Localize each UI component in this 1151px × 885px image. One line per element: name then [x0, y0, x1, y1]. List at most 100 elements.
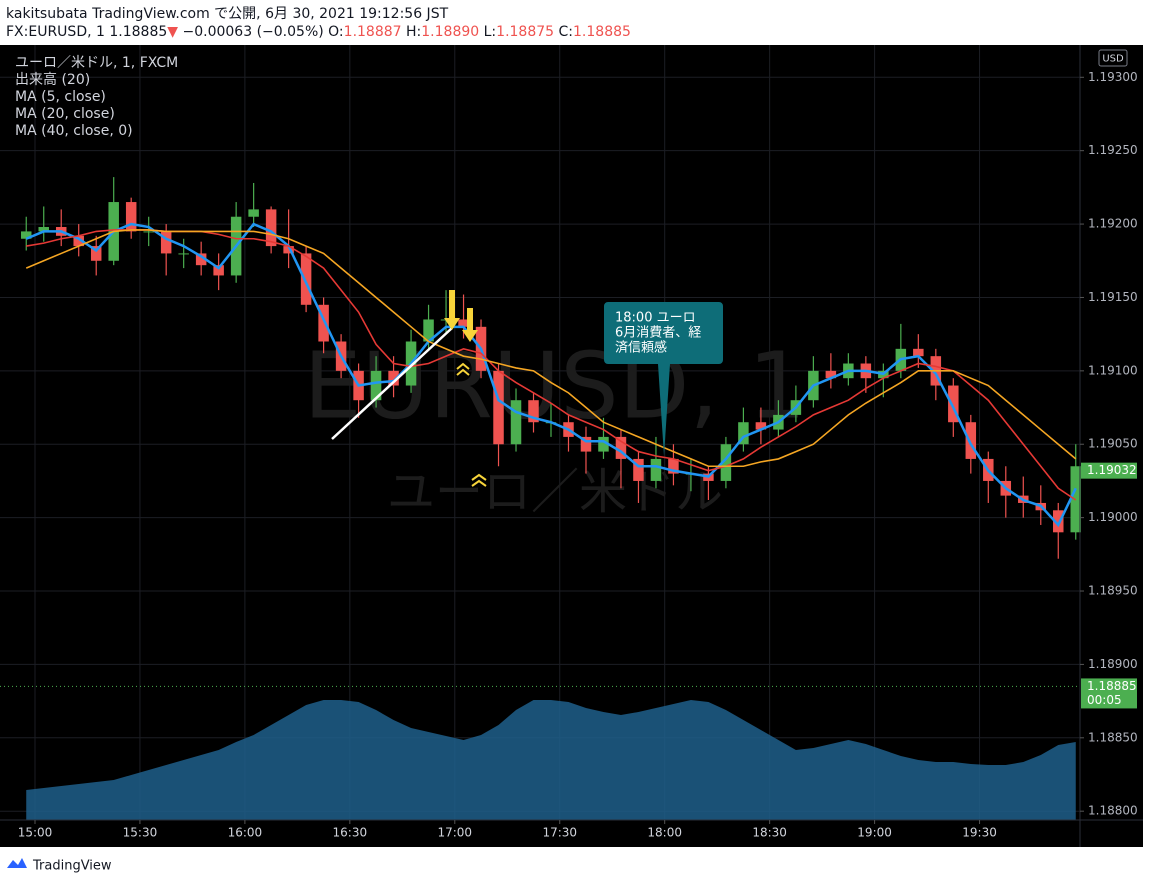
y-tick-label: 1.19150 [1088, 290, 1138, 304]
candle-body [493, 370, 504, 445]
candle-body [388, 370, 399, 386]
ohlc: O:1.18887 H:1.18890 L:1.18875 C:1.18885 [328, 24, 631, 40]
y-tick-label: 1.19000 [1088, 510, 1138, 524]
candle-body [283, 246, 294, 254]
x-tick-label: 19:00 [857, 826, 892, 840]
y-tick-label: 1.19050 [1088, 437, 1138, 451]
candle-body [1053, 510, 1064, 533]
candle-body [370, 370, 382, 401]
chevrons [456, 362, 487, 487]
quote-line: FX:EURUSD, 1 1.18885▼ −0.00063 (−0.05%) … [6, 23, 631, 41]
candle-body [913, 348, 924, 357]
y-tick-label: 1.18950 [1088, 584, 1138, 598]
y-tick-label: 1.19250 [1088, 143, 1138, 157]
footer-brand: TradingView [32, 859, 112, 874]
candle-body [195, 253, 207, 266]
x-tick-label: 16:30 [333, 826, 368, 840]
candle-body [38, 227, 49, 232]
ohlc-label: C: [558, 24, 574, 40]
x-tick-label: 15:00 [18, 826, 53, 840]
callout-text: 6月消費者、経 [615, 326, 701, 341]
callout-text: 18:00 ユーロ [615, 311, 696, 326]
ma-line [25, 222, 1077, 528]
down-arrow-marker [462, 308, 478, 342]
candle-body [528, 400, 539, 423]
candle-body [20, 231, 32, 239]
y-tick-label: 1.18900 [1088, 657, 1138, 671]
candle-body [300, 253, 312, 305]
candle-body [948, 385, 959, 423]
logo-mark [7, 858, 27, 868]
trend-line [331, 327, 453, 440]
ma-price-label: 1.19032 [1087, 463, 1137, 477]
ma-price-badge [1081, 462, 1137, 479]
y-tick-label: 1.19300 [1088, 70, 1138, 84]
symbol: FX:EURUSD, 1 [6, 24, 105, 40]
candle-body [90, 246, 102, 261]
candle-body [755, 422, 767, 430]
callout-box [604, 302, 723, 456]
x-tick-label: 16:00 [228, 826, 263, 840]
ma-line [25, 229, 1077, 468]
moving-averages [25, 222, 1077, 528]
candle-body [213, 265, 224, 276]
ohlc-label: L: [483, 24, 497, 40]
legend: ユーロ／米ドル, 1, FXCM 出来高 (20) MA (5, close) … [15, 55, 178, 139]
candle-body [598, 436, 609, 452]
chevron [456, 362, 470, 376]
y-tick-label: 1.18850 [1088, 730, 1138, 744]
candle-body [458, 319, 469, 327]
y-tick-label: 1.19100 [1088, 363, 1138, 377]
ohlc-value: 1.18887 [343, 24, 402, 40]
candle-body [318, 304, 329, 342]
y-tick-label: 1.19200 [1088, 217, 1138, 231]
price: 1.18885 [109, 24, 168, 40]
down-arrow-marker [444, 290, 460, 330]
candle-body [668, 458, 679, 474]
currency: USD [1102, 54, 1124, 65]
x-tick-label: 17:30 [542, 826, 577, 840]
header: kakitsubata TradingView.com で公開, 6月 30, … [6, 5, 631, 41]
legend-entry: MA (20, close) [15, 106, 115, 122]
footer-logo: TradingView [7, 858, 112, 874]
ohlc-value: 1.18875 [496, 24, 555, 40]
ohlc-value: 1.18885 [573, 24, 631, 40]
candle-body [178, 253, 189, 255]
signal-arrows [444, 290, 478, 342]
x-tick-label: 19:30 [962, 826, 997, 840]
legend-entry: 出来高 (20) [15, 71, 90, 88]
candle-body [965, 422, 977, 459]
watermark: ユーロ／米ドル [387, 464, 723, 520]
candle-body [265, 209, 277, 247]
candle-body [825, 370, 837, 379]
last-price-label: 1.18885 [1087, 679, 1137, 693]
change: −0.00063 (−0.05%) [182, 24, 324, 40]
candle-body [720, 444, 732, 481]
down-arrow: ▼ [167, 24, 179, 40]
x-tick-label: 15:30 [123, 826, 158, 840]
candle-body [580, 436, 592, 452]
last-price-badge [1081, 678, 1137, 709]
ohlc-label: O: [328, 24, 344, 40]
candle-body [160, 231, 172, 254]
candle-body [615, 436, 627, 459]
x-tick-label: 18:30 [752, 826, 787, 840]
x-tick-label: 17:00 [437, 826, 472, 840]
candle-body [738, 422, 749, 445]
axes: 1.19300 1.19250 1.19200 1.19150 1.19100 1.190… [0, 70, 1138, 840]
countdown: 00:05 [1087, 693, 1122, 707]
candle-body [248, 209, 259, 217]
ohlc-label: H: [406, 24, 422, 40]
ohlc-value: 1.18890 [421, 24, 480, 40]
y-tick-label: 1.18800 [1088, 804, 1138, 818]
candle-body [633, 458, 644, 481]
candle-body [73, 235, 84, 247]
volume [26, 700, 1076, 820]
legend-entry: MA (5, close) [15, 89, 106, 105]
x-tick-label: 18:00 [647, 826, 682, 840]
candle-body [650, 458, 662, 481]
legend-instrument: ユーロ／米ドル, 1, FXCM [15, 55, 178, 71]
candle-body [510, 400, 522, 445]
